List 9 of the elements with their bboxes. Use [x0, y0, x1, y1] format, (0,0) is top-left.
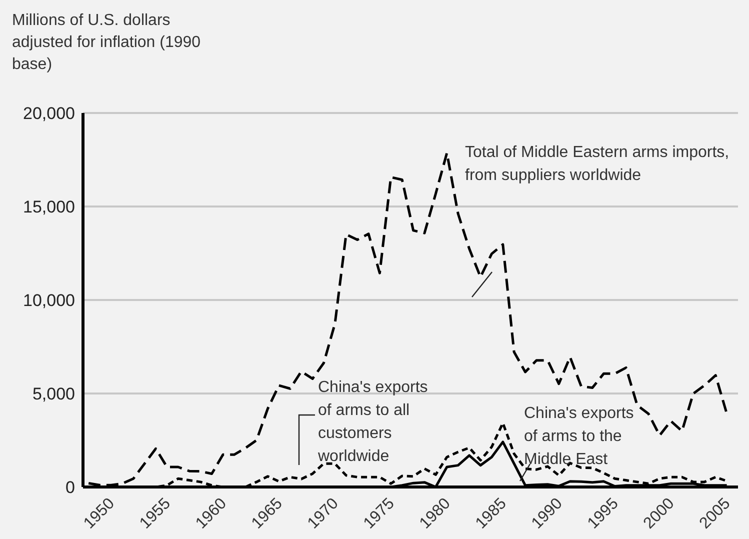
annotation: China's exports of arms to the Middle East	[524, 405, 634, 468]
annotation: China's exports of arms to all customers worldwide	[317, 379, 428, 465]
y-tick-label: 15,000	[23, 198, 75, 217]
y-tick-label: 10,000	[23, 291, 75, 310]
y-axis-title: Millions of U.S. dollars adjusted for inflation (1990 base)	[12, 11, 202, 75]
y-tick-label: 20,000	[23, 104, 75, 124]
y-tick-label: 5,000	[32, 384, 75, 404]
annotation: Total of Middle Eastern arms imports, from suppliers worldwide	[465, 144, 730, 184]
y-tick-label: 0	[66, 478, 75, 498]
